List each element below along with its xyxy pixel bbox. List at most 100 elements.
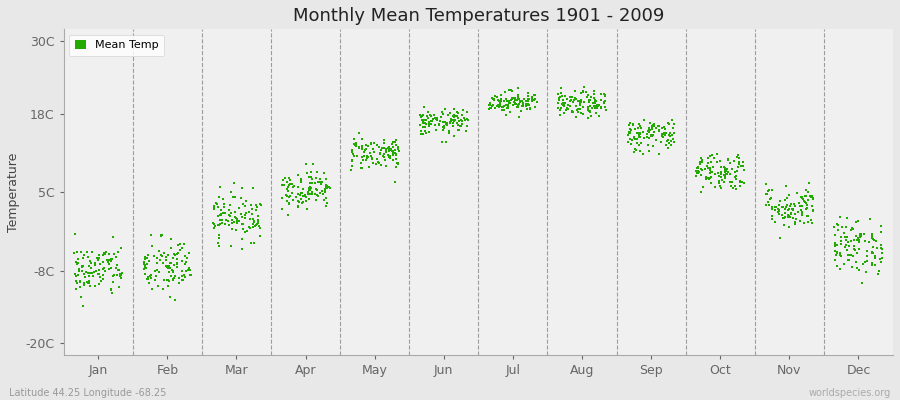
Point: [492, 104, 507, 110]
Point: [148, 277, 162, 283]
Point: [164, 260, 178, 266]
Point: [875, 255, 889, 261]
Point: [379, 148, 393, 155]
Point: [302, 185, 317, 191]
Point: [282, 201, 296, 207]
Point: [662, 132, 677, 138]
Point: [521, 98, 535, 104]
Point: [293, 176, 308, 182]
Point: [304, 169, 319, 175]
Point: [137, 259, 151, 266]
Point: [165, 236, 179, 242]
Point: [106, 279, 121, 285]
Point: [293, 176, 308, 183]
Point: [492, 100, 507, 106]
Point: [105, 234, 120, 240]
Point: [386, 152, 400, 158]
Point: [868, 253, 883, 259]
Point: [580, 92, 595, 98]
Point: [589, 98, 603, 104]
Point: [633, 123, 647, 129]
Point: [385, 148, 400, 155]
Point: [246, 224, 260, 230]
Point: [632, 130, 646, 136]
Point: [212, 234, 226, 241]
Point: [512, 114, 526, 120]
Point: [355, 165, 369, 172]
Point: [800, 204, 814, 211]
Point: [508, 97, 522, 103]
Point: [178, 259, 193, 265]
Point: [525, 94, 539, 101]
Point: [351, 144, 365, 151]
Point: [644, 126, 659, 132]
Point: [588, 103, 602, 109]
Point: [294, 200, 309, 206]
Point: [521, 90, 535, 96]
Point: [454, 117, 468, 124]
Point: [318, 189, 332, 196]
Point: [170, 251, 184, 257]
Point: [661, 120, 675, 126]
Point: [278, 192, 293, 198]
Point: [765, 212, 779, 219]
Point: [168, 252, 183, 258]
Point: [597, 91, 611, 98]
Point: [495, 107, 509, 114]
Point: [433, 118, 447, 124]
Point: [110, 262, 124, 268]
Point: [140, 255, 155, 261]
Point: [761, 198, 776, 205]
Point: [76, 263, 90, 269]
Point: [498, 89, 512, 96]
Point: [501, 87, 516, 93]
Point: [573, 102, 588, 109]
Point: [730, 168, 744, 174]
Point: [99, 249, 113, 255]
Point: [582, 109, 597, 115]
Point: [414, 128, 428, 134]
Point: [706, 164, 720, 171]
Point: [834, 238, 849, 244]
Point: [662, 133, 677, 140]
Point: [428, 122, 443, 128]
Point: [732, 161, 746, 168]
Point: [317, 170, 331, 176]
Point: [839, 224, 853, 230]
Point: [633, 148, 647, 154]
Point: [389, 142, 403, 148]
Point: [154, 231, 168, 238]
Point: [302, 174, 316, 180]
Point: [525, 98, 539, 104]
Point: [244, 240, 258, 246]
Point: [865, 231, 879, 237]
Point: [717, 169, 732, 176]
Point: [138, 270, 152, 277]
Point: [588, 103, 602, 110]
Point: [656, 130, 670, 136]
Point: [95, 259, 110, 265]
Point: [155, 232, 169, 238]
Point: [850, 265, 864, 271]
Point: [113, 272, 128, 279]
Point: [275, 177, 290, 183]
Point: [552, 95, 566, 102]
Point: [597, 99, 611, 105]
Point: [102, 266, 116, 272]
Point: [388, 138, 402, 145]
Point: [510, 91, 525, 98]
Point: [794, 207, 808, 213]
Point: [729, 186, 743, 192]
Point: [162, 263, 176, 270]
Point: [641, 142, 655, 148]
Point: [779, 182, 794, 189]
Point: [622, 129, 636, 135]
Point: [282, 182, 296, 188]
Point: [486, 102, 500, 108]
Point: [229, 227, 243, 233]
Point: [851, 218, 866, 225]
Point: [415, 120, 429, 126]
Point: [667, 121, 681, 127]
Point: [730, 154, 744, 161]
Point: [70, 272, 85, 278]
